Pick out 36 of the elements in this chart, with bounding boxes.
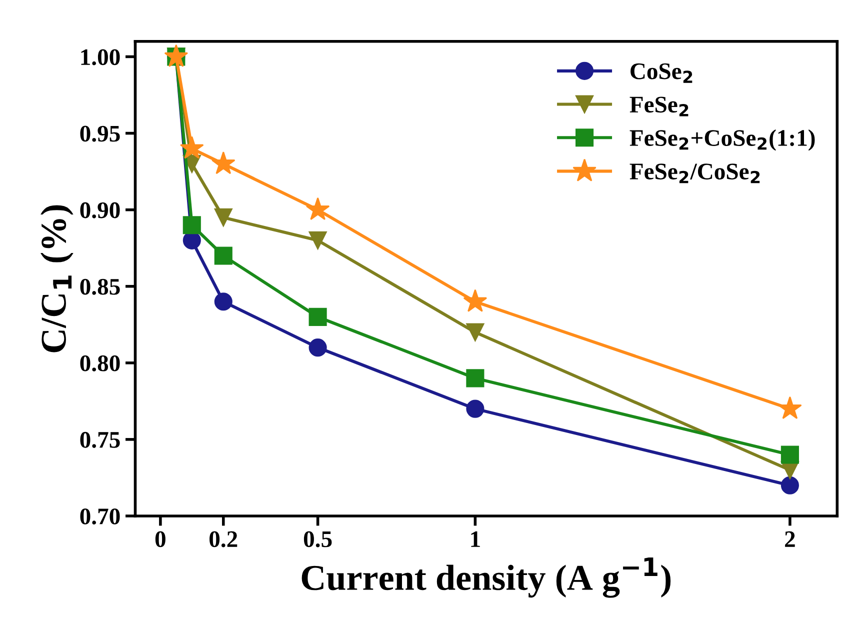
y-axis-title: C/C$_{1}$ (%)	[40, 205, 74, 352]
x-tick-label: 0.2	[210, 531, 238, 548]
point	[214, 246, 232, 265]
y-tick-label: 1.00	[81, 49, 120, 66]
x-axis-title: Current density (A g$^{−1}$)	[302, 558, 671, 598]
x-tick-label: 1	[471, 531, 480, 547]
legend-label: CoSe$_{2}$	[630, 63, 692, 83]
y-tick-label: 0.90	[80, 202, 120, 218]
y-tick-label: 0.95	[80, 126, 120, 142]
x-tick-label: 2	[785, 531, 795, 547]
point	[778, 396, 802, 420]
point	[306, 197, 330, 220]
x-tick-label: 0.5	[304, 531, 332, 548]
point	[214, 292, 232, 311]
point	[308, 308, 327, 326]
point	[214, 208, 232, 226]
point	[182, 216, 201, 234]
point	[780, 476, 799, 494]
legend-label: FeSe$_{2}$+CoSe$_{2}$(1:1)	[630, 129, 815, 151]
point	[466, 323, 484, 342]
y-tick-label: 0.75	[80, 432, 120, 448]
point	[180, 136, 204, 159]
point	[463, 289, 488, 312]
legend-label: FeSe$_{2}$	[630, 96, 688, 116]
y-tick-label: 0.85	[80, 278, 120, 295]
point	[211, 151, 236, 174]
y-tick-label: 0.80	[80, 355, 120, 372]
y-tick-label: 0.70	[80, 508, 120, 524]
point	[164, 44, 188, 67]
point	[308, 338, 327, 357]
point	[466, 369, 484, 388]
legend-label: FeSe$_{2}$/CoSe$_{2}$	[630, 164, 760, 184]
point	[466, 400, 484, 418]
x-tick-label: 0	[155, 531, 166, 548]
point	[308, 231, 327, 250]
point	[780, 446, 799, 464]
